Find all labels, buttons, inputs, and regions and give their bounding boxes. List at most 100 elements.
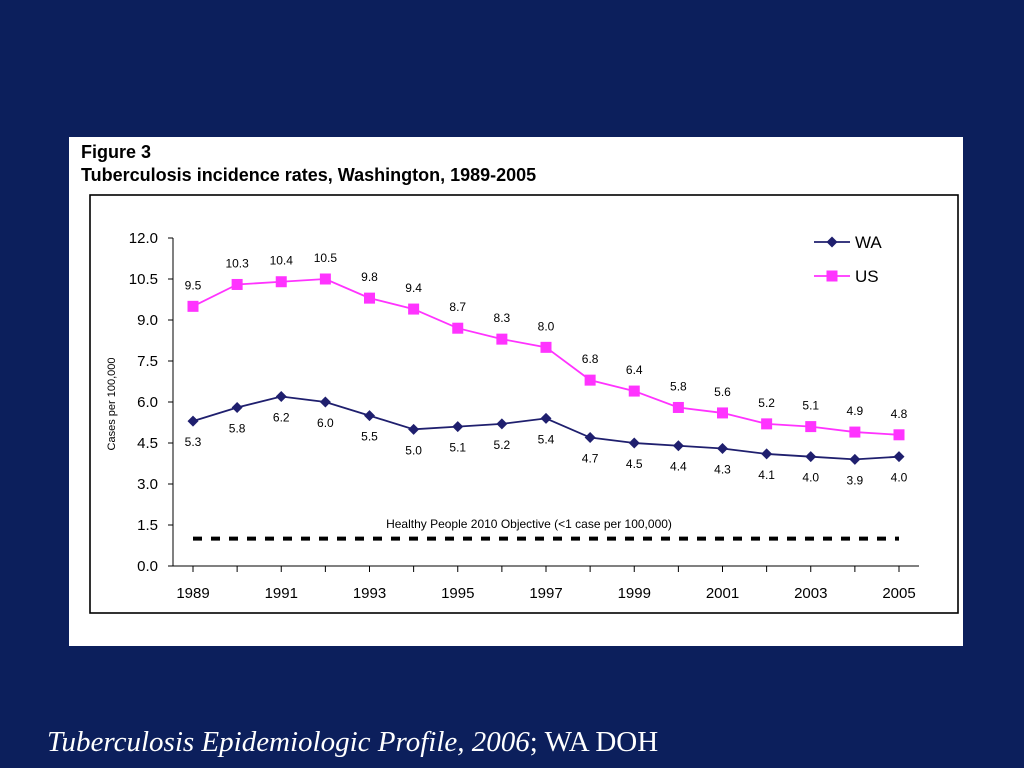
data-point-wa	[893, 451, 905, 463]
x-tick-label: 1999	[618, 585, 651, 602]
data-point-wa	[408, 423, 420, 435]
y-tick-label: 9.0	[137, 312, 158, 329]
data-label-us: 6.4	[626, 363, 643, 377]
data-point-us	[187, 300, 199, 312]
data-label-wa: 5.5	[361, 430, 378, 444]
legend-label-wa: WA	[855, 233, 882, 252]
figure-label: Figure 3	[81, 142, 151, 162]
x-tick-label: 1989	[176, 585, 209, 602]
data-label-us: 8.3	[494, 311, 511, 325]
data-point-wa	[672, 440, 684, 452]
data-point-wa	[805, 451, 817, 463]
data-label-us: 6.8	[582, 352, 599, 366]
data-label-wa: 4.0	[802, 471, 819, 485]
y-tick-label: 3.0	[137, 476, 158, 493]
y-axis-label: Cases per 100,000	[106, 358, 118, 451]
y-tick-label: 10.5	[129, 271, 158, 288]
y-tick-label: 12.0	[129, 230, 158, 247]
data-label-wa: 4.5	[626, 457, 643, 471]
caption-separator: ;	[529, 726, 538, 758]
data-point-wa	[849, 453, 861, 465]
chart-frame	[89, 194, 959, 614]
data-point-wa	[761, 448, 773, 460]
legend-marker-wa	[826, 236, 838, 248]
data-point-us	[540, 341, 552, 353]
data-point-us	[672, 401, 684, 413]
data-point-us	[893, 429, 905, 441]
x-tick-label: 1997	[529, 585, 562, 602]
data-point-us	[849, 426, 861, 438]
data-label-us: 10.4	[270, 254, 294, 268]
data-point-wa	[628, 437, 640, 449]
caption-source-title: Tuberculosis Epidemiologic Profile, 2006	[47, 726, 530, 758]
data-point-us	[584, 374, 596, 386]
x-tick-label: 2003	[794, 585, 827, 602]
data-point-us	[452, 322, 464, 334]
data-label-us: 4.8	[891, 407, 908, 421]
data-point-wa	[584, 432, 596, 444]
data-point-wa	[452, 421, 464, 433]
data-point-wa	[319, 396, 331, 408]
data-point-wa	[496, 418, 508, 430]
series-line-us	[192, 278, 900, 436]
slide-caption: Tuberculosis Epidemiologic Profile, 2006…	[47, 726, 1007, 759]
data-label-us: 5.2	[758, 396, 775, 410]
data-point-wa	[187, 415, 199, 427]
data-point-us	[628, 385, 640, 397]
data-label-wa: 4.0	[891, 471, 908, 485]
data-label-us: 10.3	[225, 256, 249, 270]
data-point-wa	[231, 401, 243, 413]
data-label-wa: 3.9	[847, 473, 864, 487]
data-label-us: 9.5	[185, 278, 202, 292]
y-tick-label: 4.5	[137, 435, 158, 452]
data-label-us: 5.1	[802, 399, 819, 413]
data-label-us: 4.9	[847, 404, 864, 418]
legend-label-us: US	[855, 267, 879, 286]
data-point-us	[231, 278, 243, 290]
data-label-wa: 5.3	[185, 435, 202, 449]
data-label-wa: 5.2	[494, 438, 511, 452]
data-label-wa: 4.7	[582, 452, 599, 466]
data-label-wa: 5.8	[229, 421, 246, 435]
data-label-us: 5.6	[714, 385, 731, 399]
y-tick-label: 1.5	[137, 517, 158, 534]
data-label-wa: 5.0	[405, 443, 422, 457]
x-tick-label: 1993	[353, 585, 386, 602]
data-point-us	[805, 421, 817, 433]
data-label-us: 8.7	[449, 300, 466, 314]
data-point-us	[364, 292, 375, 304]
data-point-us	[761, 418, 773, 430]
y-tick-label: 0.0	[137, 558, 158, 575]
data-point-us	[319, 273, 331, 285]
data-point-us	[496, 333, 508, 345]
data-label-wa: 6.0	[317, 416, 334, 430]
data-point-wa	[364, 410, 375, 422]
data-point-wa	[540, 412, 552, 424]
chart-title: Tuberculosis incidence rates, Washington…	[81, 165, 536, 185]
y-tick-label: 7.5	[137, 353, 158, 370]
data-point-wa	[275, 391, 287, 403]
data-label-wa: 4.3	[714, 462, 731, 476]
data-label-us: 8.0	[538, 319, 555, 333]
x-tick-label: 1995	[441, 585, 474, 602]
x-tick-label: 2005	[882, 585, 915, 602]
data-label-us: 5.8	[670, 379, 687, 393]
data-point-us	[717, 407, 728, 419]
y-tick-label: 6.0	[137, 394, 158, 411]
data-label-wa: 5.4	[538, 432, 555, 446]
chart: Figure 3 Tuberculosis incidence rates, Wa…	[81, 142, 959, 614]
series-line-wa	[192, 395, 900, 461]
data-label-wa: 4.1	[758, 468, 775, 482]
data-point-wa	[717, 442, 728, 454]
figure-panel: Figure 3 Tuberculosis incidence rates, Wa…	[69, 137, 963, 646]
data-label-wa: 5.1	[449, 441, 466, 455]
data-label-wa: 4.4	[670, 460, 687, 474]
data-point-us	[408, 303, 420, 315]
data-label-us: 9.4	[405, 281, 422, 295]
x-tick-label: 2001	[706, 585, 739, 602]
data-point-us	[275, 276, 287, 288]
data-label-us: 9.8	[361, 270, 378, 284]
reference-line-label: Healthy People 2010 Objective (<1 case p…	[386, 517, 672, 531]
x-tick-label: 1991	[265, 585, 298, 602]
data-label-us: 10.5	[314, 251, 338, 265]
